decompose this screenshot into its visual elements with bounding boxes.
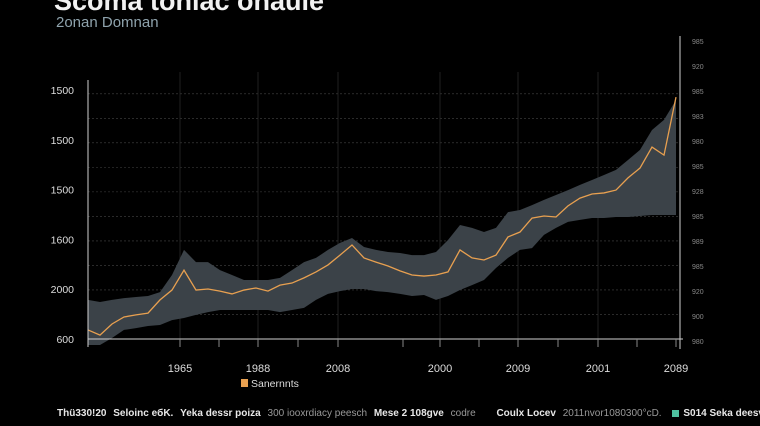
axes [87, 36, 683, 349]
series-line [87, 96, 677, 336]
y-tick-label-right: 989 [692, 239, 704, 246]
x-tick-label: 2009 [506, 363, 530, 375]
footer-seg: Mese 2 108gve [373, 408, 444, 419]
y-tick-label-right: 983 [692, 114, 704, 121]
y-tick-label-right: 900 [692, 314, 704, 321]
x-tick-label: 2000 [428, 363, 452, 375]
footer-seg: 2011nvor1080300°cD. [562, 408, 662, 419]
y-tick-label-right: 985 [692, 264, 704, 271]
y-tick-label-right: 980 [692, 139, 704, 146]
status-square-icon [672, 409, 680, 417]
y-tick-label-right: 980 [692, 339, 704, 346]
legend-swatch [241, 379, 248, 387]
range-band [88, 99, 676, 345]
x-tick-label: 2001 [586, 363, 610, 375]
x-tick-label: 2089 [664, 363, 688, 375]
footer-seg: Coulx Locev [496, 408, 556, 419]
x-tick-label: 2008 [326, 363, 350, 375]
y-tick-label-left: 1500 [51, 135, 75, 147]
y-tick-label-left: 1600 [51, 234, 75, 246]
y-tick-label-left: 1500 [51, 85, 75, 97]
tick-labels: 1965 1988 2008 2000 2009 2001 2089 1500 1500 1500… [51, 39, 704, 375]
y-tick-label-right: 985 [692, 164, 704, 171]
chart-subtitle: 2onan Domnan [56, 14, 159, 31]
legend-label: Sanernnts [251, 378, 299, 390]
y-tick-label-right: 985 [692, 214, 704, 221]
y-tick-label-right: 920 [692, 289, 704, 296]
x-tick-label: 1988 [246, 363, 270, 375]
footer-seg: Seloinc eбK. [113, 408, 174, 419]
y-tick-label-right: 928 [692, 189, 704, 196]
y-tick-label-left: 2000 [51, 284, 75, 296]
footer-seg: S014 Seka deesvis [683, 408, 760, 419]
footer-seg: Yeka dessr poiza [180, 408, 261, 419]
footer: Thü330!20 Seloinc eбK. Yeka dessr poiza … [57, 408, 760, 419]
footer-seg: 300 iooxrdiacy peesch [267, 408, 368, 419]
footer-seg: Thü330!20 [57, 408, 107, 419]
y-tick-label-right: 920 [692, 64, 704, 71]
y-tick-label-left: 1500 [51, 185, 75, 197]
legend: Sanernnts [241, 378, 299, 390]
y-tick-label-right: 985 [692, 89, 704, 96]
y-tick-label-left: 600 [56, 334, 74, 346]
x-tick-label: 1965 [168, 363, 192, 375]
y-tick-label-right: 985 [692, 39, 704, 46]
footer-seg: codre [450, 408, 476, 419]
chart-title: Scoma tonlac onaule [54, 0, 325, 16]
